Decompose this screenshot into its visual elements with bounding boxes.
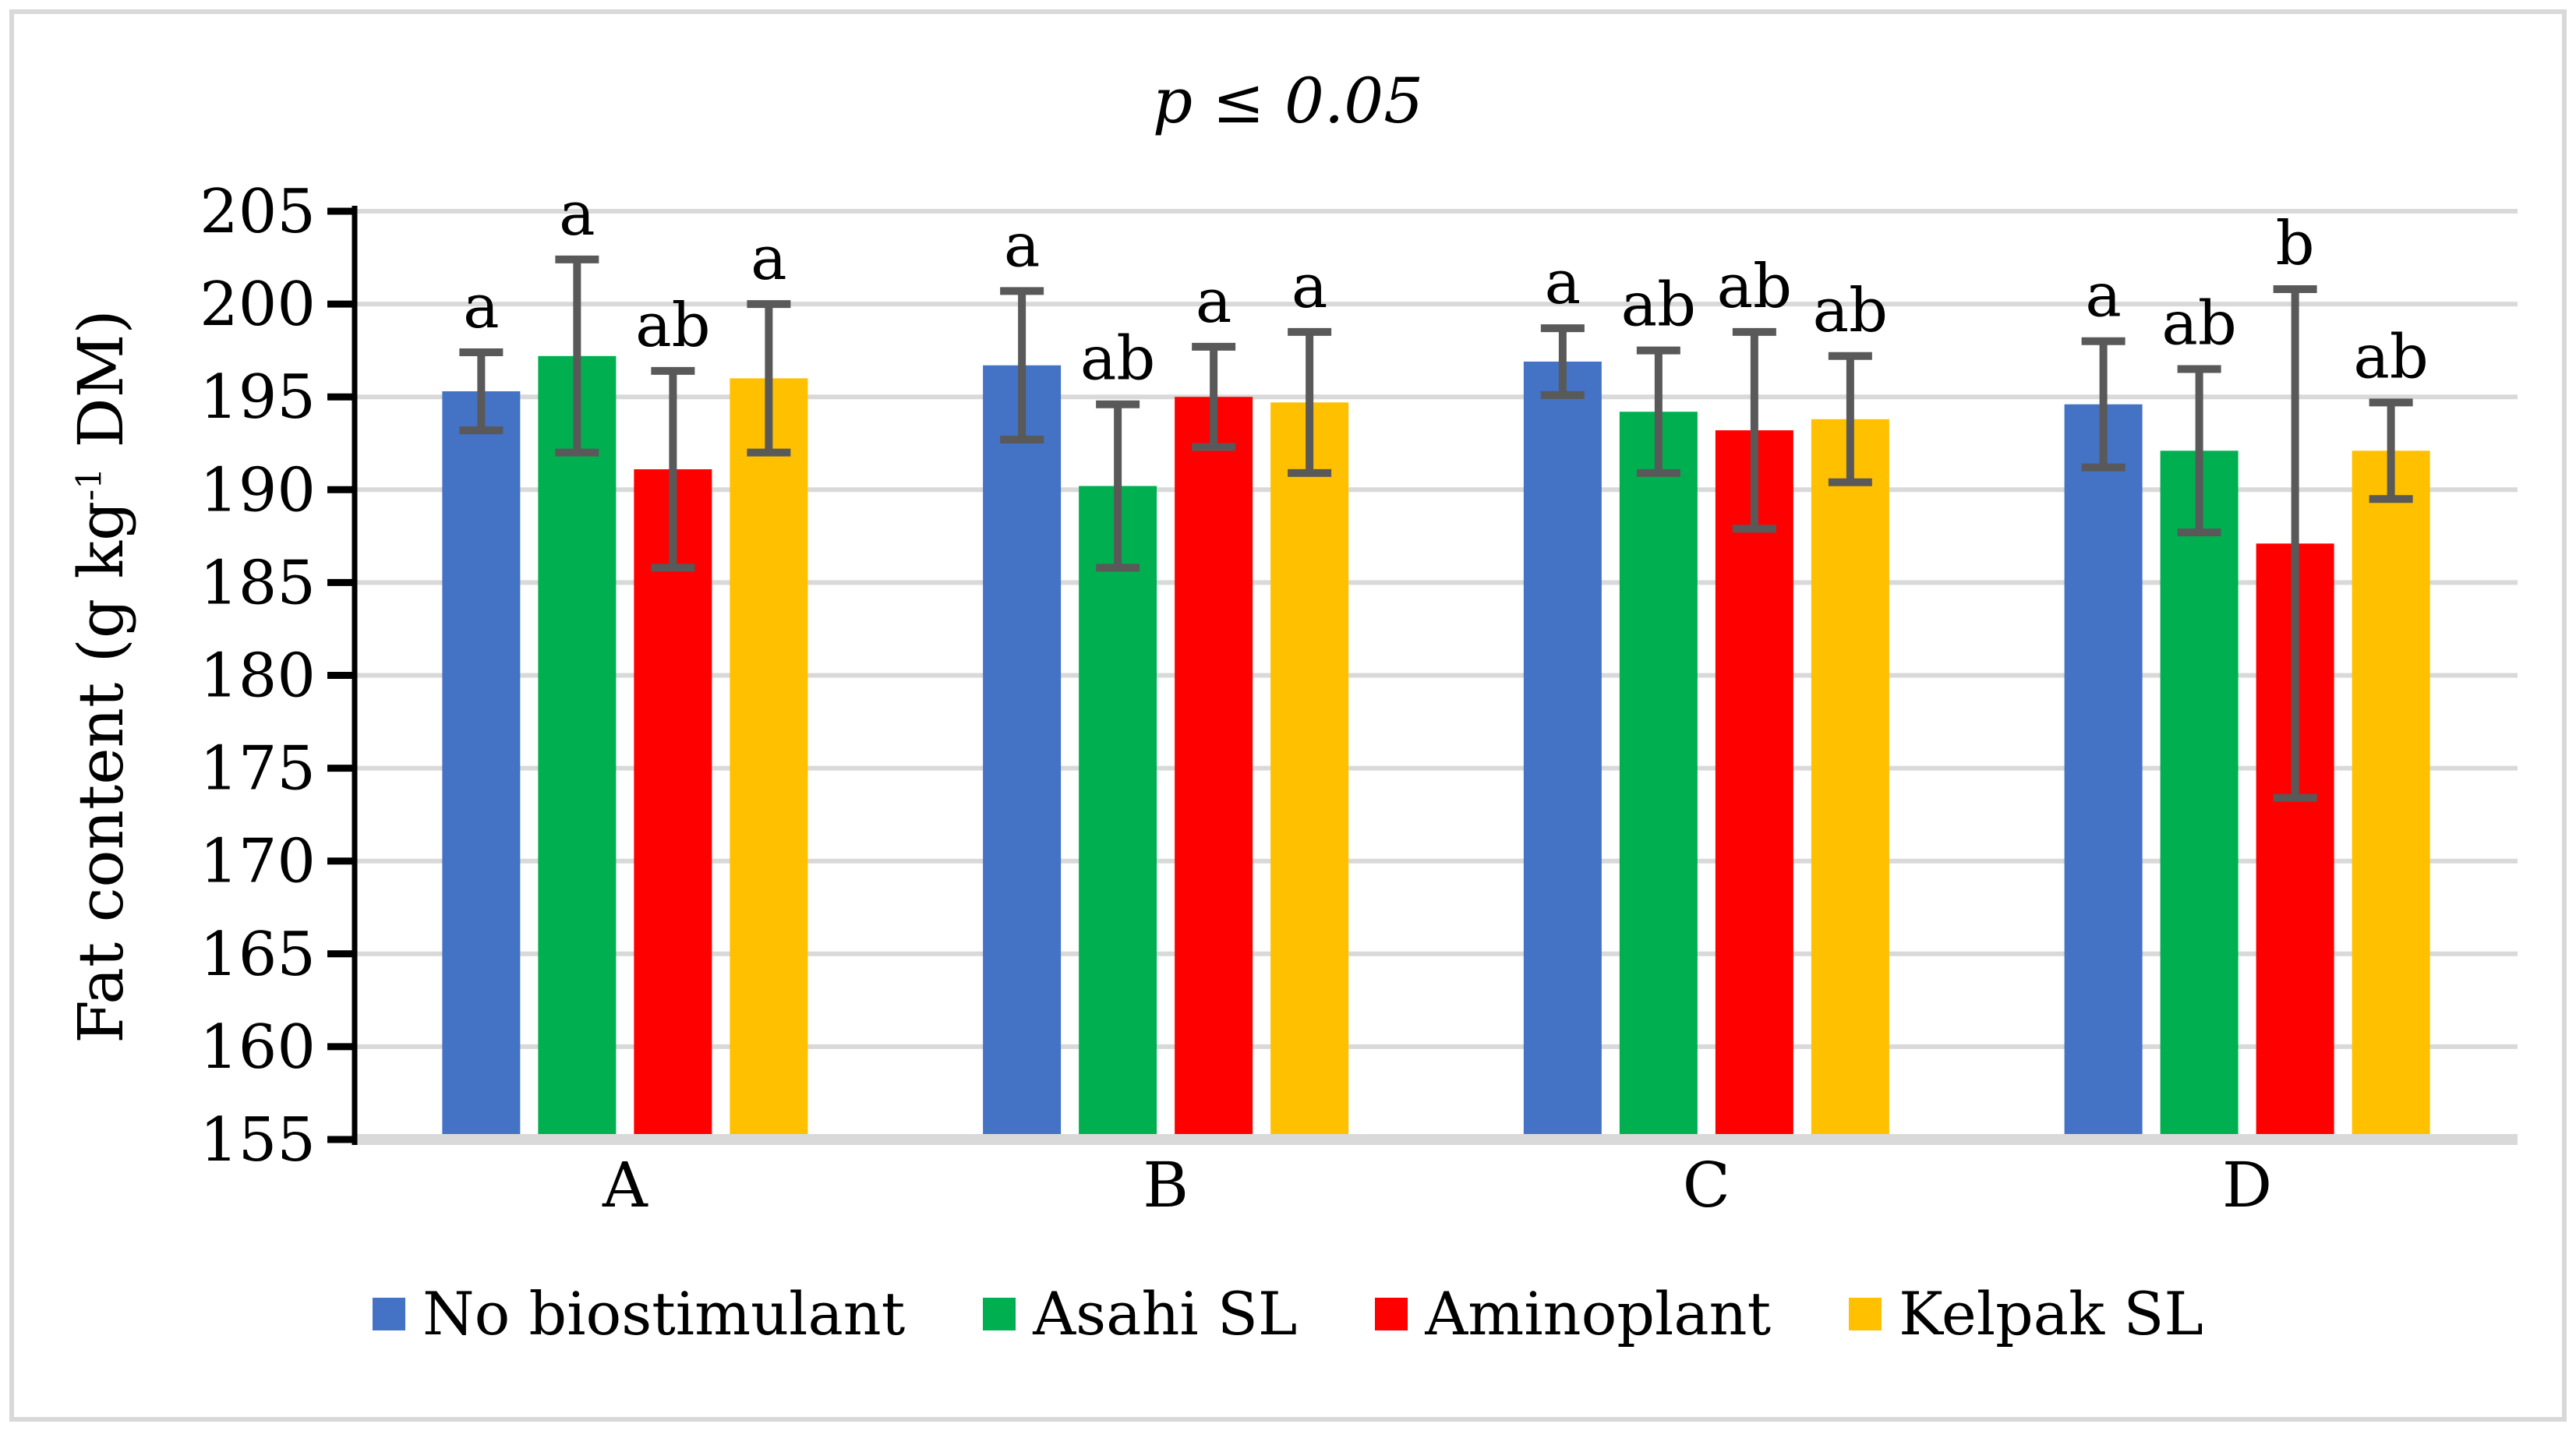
significance-letter: ab (1717, 252, 1792, 322)
y-tick-label: 185 (200, 548, 316, 618)
significance-letter: a (1292, 252, 1328, 322)
legend-item: Kelpak SL (1849, 1284, 2203, 1344)
legend-item: No biostimulant (373, 1284, 905, 1344)
y-tick-label: 205 (200, 177, 316, 247)
bar-B-2 (1175, 397, 1253, 1140)
legend-swatch-icon (373, 1298, 406, 1330)
significance-letter: ab (2353, 322, 2428, 392)
bar-B-1 (1079, 486, 1157, 1140)
x-category-label: C (1683, 1149, 1730, 1221)
bar-C-1 (1619, 412, 1698, 1140)
bar-C-2 (1715, 430, 1793, 1140)
x-category-label: D (2222, 1149, 2272, 1221)
bar-C-0 (1523, 361, 1602, 1140)
legend-label: No biostimulant (422, 1279, 906, 1348)
y-tick-label: 190 (200, 455, 316, 525)
legend-item: Aminoplant (1375, 1284, 1771, 1344)
x-category-label: A (602, 1149, 648, 1221)
significance-letter: a (751, 224, 787, 294)
y-tick-label: 180 (200, 641, 316, 712)
significance-letter: b (2276, 209, 2315, 279)
y-tick-label: 195 (200, 362, 316, 433)
legend-label: Asahi SL (1033, 1279, 1298, 1348)
bar-A-1 (538, 355, 617, 1140)
y-tick-label: 200 (200, 270, 316, 340)
legend: No biostimulant Asahi SL Aminoplant Kelpak … (0, 1284, 2576, 1344)
y-tick-label: 170 (200, 827, 316, 897)
legend-swatch-icon (1375, 1298, 1408, 1330)
legend-label: Aminoplant (1425, 1279, 1772, 1348)
legend-swatch-icon (1849, 1298, 1882, 1330)
y-tick-label: 175 (200, 734, 316, 804)
significance-letter: ab (1080, 324, 1155, 394)
bar-A-2 (634, 469, 712, 1140)
chart-title: p ≤ 0.05 (1152, 65, 1424, 137)
significance-letter: a (1004, 210, 1041, 281)
legend-label: Kelpak SL (1899, 1279, 2203, 1348)
x-category-label: B (1143, 1149, 1189, 1221)
significance-letter: ab (2161, 288, 2236, 359)
bar-D-0 (2064, 404, 2143, 1140)
bar-A-3 (730, 378, 808, 1140)
significance-letter: ab (635, 291, 710, 361)
significance-letter: a (463, 272, 500, 342)
significance-letter: ab (1813, 276, 1888, 346)
legend-swatch-icon (983, 1298, 1016, 1330)
y-tick-label: 165 (200, 920, 316, 990)
bar-D-3 (2352, 450, 2430, 1140)
significance-letter: a (559, 179, 595, 249)
significance-letter: ab (1621, 270, 1696, 341)
bar-C-3 (1811, 419, 1889, 1140)
bar-B-0 (983, 365, 1062, 1140)
significance-letter: a (1545, 248, 1581, 318)
significance-letter: a (2085, 261, 2122, 331)
bar-A-0 (442, 391, 521, 1140)
y-tick-label: 160 (200, 1012, 316, 1083)
bar-B-3 (1270, 402, 1349, 1140)
y-tick-label: 155 (200, 1105, 316, 1175)
legend-item: Asahi SL (983, 1284, 1297, 1344)
significance-letter: a (1196, 267, 1232, 337)
bar-D-1 (2160, 450, 2239, 1140)
